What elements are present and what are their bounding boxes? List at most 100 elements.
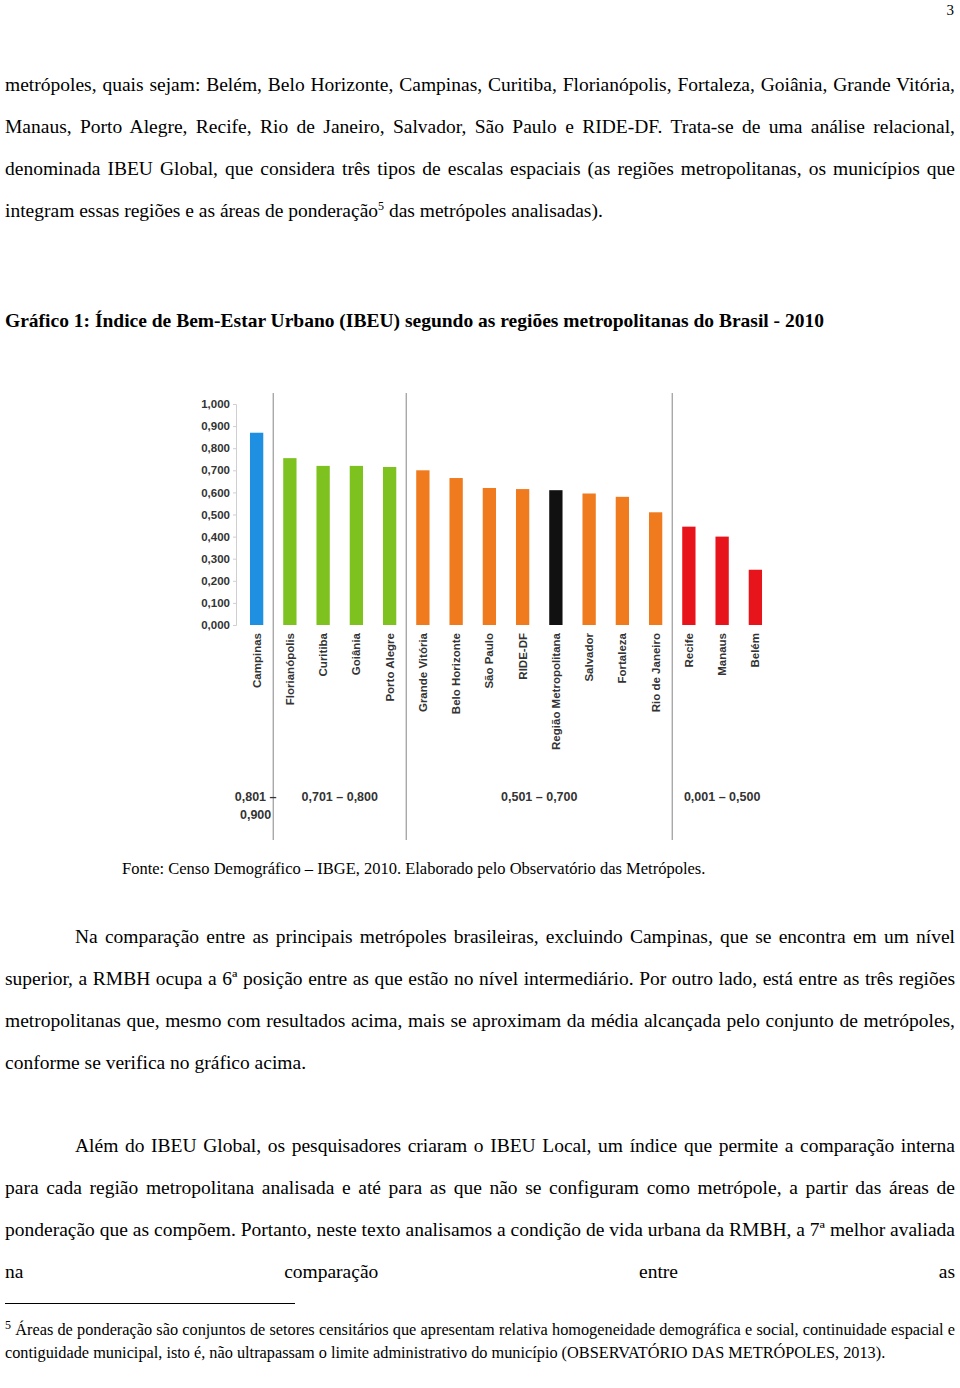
tick-mark (233, 404, 236, 405)
bar (715, 537, 728, 625)
tick: Recife (683, 629, 695, 668)
tick: 0,300 (201, 553, 236, 565)
group-label: 0,001 – 0,500 (684, 790, 761, 804)
tick: Florianópolis (284, 629, 296, 705)
x-axis: Campinas Florianópolis Curitiba Goiânia Port… (241, 629, 773, 750)
separators (273, 393, 672, 840)
tick: Fortaleza (616, 629, 628, 684)
chart-title: Gráfico 1: Índice de Bem-Estar Urbano (I… (5, 300, 955, 342)
tick: 0,900 (201, 420, 236, 432)
category-label: Florianópolis (284, 633, 296, 705)
bar (582, 494, 595, 625)
tick-label: 0,400 (201, 531, 230, 543)
tick: Curitiba (317, 629, 329, 676)
bar (383, 467, 396, 625)
tick-mark (233, 470, 236, 471)
bar (316, 466, 329, 625)
category-label: Manaus (716, 633, 728, 676)
tick-mark (233, 625, 236, 626)
chart: 0,000 0,100 0,200 0,300 0,400 0,500 0,600 0,700… (0, 385, 960, 855)
tick-label: 0,200 (201, 575, 230, 587)
axis-line (241, 629, 773, 630)
group-label: 0,701 – 0,800 (302, 790, 379, 804)
tick: Manaus (716, 629, 728, 676)
tick-mark (233, 426, 236, 427)
bar (516, 489, 529, 625)
tick-mark (233, 515, 236, 516)
category-label: RIDE-DF (517, 633, 529, 680)
bar (649, 512, 662, 625)
tick: Grande Vitória (417, 629, 429, 712)
tick-label: 0,600 (201, 487, 230, 499)
bar (283, 458, 296, 625)
tick: Campinas (251, 629, 263, 688)
footnote-rule (5, 1303, 295, 1304)
category-label: São Paulo (483, 633, 495, 689)
bar (749, 570, 762, 625)
tick-label: 1,000 (201, 398, 230, 410)
paragraph-text: das metrópoles analisadas). (384, 200, 603, 221)
tick-mark (233, 559, 236, 560)
tick: 0,100 (201, 597, 236, 609)
category-label: Região Metropolitana (550, 632, 562, 750)
bar (250, 433, 263, 625)
tick: Porto Alegre (384, 629, 396, 702)
tick: 0,700 (201, 464, 236, 476)
tick: Belém (749, 629, 761, 668)
category-label: Porto Alegre (384, 633, 396, 702)
paragraph: metrópoles, quais sejam: Belém, Belo Hor… (5, 64, 955, 232)
bar (549, 490, 562, 625)
tick-label: 0,300 (201, 553, 230, 565)
footnote: 5 Áreas de ponderação são conjuntos de s… (5, 1318, 955, 1364)
tick: São Paulo (483, 629, 495, 689)
category-label: Campinas (251, 633, 263, 688)
tick: 0,200 (201, 575, 236, 587)
y-axis: 0,000 0,100 0,200 0,300 0,400 0,500 0,600 0,700… (201, 398, 236, 631)
tick: RIDE-DF (517, 629, 529, 680)
bar (416, 470, 429, 625)
category-label: Belo Horizonte (450, 633, 462, 714)
tick: Salvador (583, 629, 595, 682)
tick-label: 0,800 (201, 442, 230, 454)
group-separator (273, 393, 274, 840)
footnote-number: 5 (5, 1318, 11, 1332)
tick: 0,800 (201, 442, 236, 454)
footnote-ref: 5 (378, 199, 384, 213)
tick-label: 0,500 (201, 509, 230, 521)
bar (350, 466, 363, 625)
axis-line (233, 405, 237, 626)
tick: 0,000 (201, 619, 236, 631)
tick: Rio de Janeiro (650, 629, 662, 712)
bar (616, 497, 629, 625)
tick: Goiânia (350, 629, 362, 675)
group-separator (672, 393, 673, 840)
page-number: 3 (947, 2, 955, 19)
paragraph-text: metrópoles, quais sejam: Belém, Belo Hor… (5, 74, 955, 221)
group-separator (406, 393, 407, 840)
category-label: Rio de Janeiro (650, 633, 662, 712)
group-label: 0,801 –0,900 (235, 790, 277, 822)
bar (483, 488, 496, 625)
tick: 0,600 (201, 487, 236, 499)
category-label: Goiânia (350, 632, 362, 675)
category-label: Belém (749, 633, 761, 668)
tick-label: 0,100 (201, 597, 230, 609)
group-labels: 0,801 –0,9000,701 – 0,8000,501 – 0,7000,… (235, 790, 761, 822)
tick-mark (233, 492, 236, 493)
tick-label: 0,000 (201, 619, 230, 631)
tick-label: 0,700 (201, 464, 230, 476)
tick-mark (233, 581, 236, 582)
tick: Região Metropolitana (550, 629, 562, 750)
bar (682, 527, 695, 625)
tick: 0,400 (201, 531, 236, 543)
tick-label: 0,900 (201, 420, 230, 432)
footnote-text: Áreas de ponderação são conjuntos de set… (5, 1320, 955, 1362)
tick-mark (233, 603, 236, 604)
tick: 0,500 (201, 509, 236, 521)
bars (250, 433, 762, 625)
category-label: Recife (683, 633, 695, 668)
category-label: Salvador (583, 632, 595, 681)
tick-mark (233, 448, 236, 449)
category-label: Fortaleza (616, 632, 628, 683)
paragraph: Além do IBEU Global, os pesquisadores cr… (5, 1125, 955, 1293)
